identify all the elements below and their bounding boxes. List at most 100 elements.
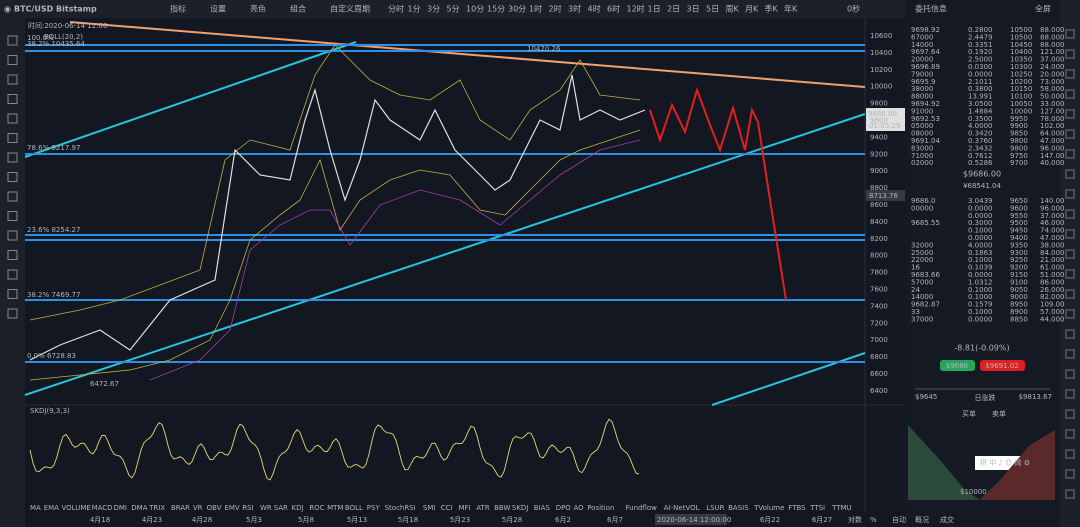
indicator-tab[interactable]: SKDJ [512,504,529,512]
indicator-tab[interactable]: VR [193,504,203,512]
indicator-tab[interactable]: PSY [367,504,381,512]
interval[interactable]: 2时 [549,4,562,14]
indicator-tab[interactable]: MTM [327,504,343,512]
indicator-tab[interactable]: ATR [476,504,490,512]
indicator-tab[interactable]: AI-NetVOL [664,504,700,512]
axis-option[interactable]: % [870,516,877,524]
indicator-tab[interactable]: BOLL [345,504,363,512]
indicator-tab[interactable]: Position [587,504,614,512]
tool-icon[interactable] [7,35,18,46]
fullscreen[interactable]: 全屏 [1035,4,1051,14]
buy-button[interactable] [940,360,975,371]
menu-item[interactable]: 设置 [210,4,226,14]
side-icon[interactable] [1065,369,1075,379]
indicator-tab[interactable]: StochRSI [385,504,416,512]
side-icon[interactable] [1065,69,1075,79]
indicator-tab[interactable]: DMA [131,504,147,512]
side-icon[interactable] [1065,269,1075,279]
axis-option[interactable]: 自动 [892,515,906,524]
side-icon[interactable] [1065,149,1075,159]
interval[interactable]: 6时 [607,4,620,14]
indicator-tab[interactable]: TTMU [831,504,852,512]
tool-icon[interactable] [7,152,18,163]
indicator-tab[interactable]: BRAR [171,504,190,512]
tool-icon[interactable] [7,269,18,280]
interval[interactable]: 15分 [487,5,505,14]
interval[interactable]: 年K [784,4,798,14]
indicator-tab[interactable]: TVolume [753,504,784,512]
indicator-tab[interactable]: LSUR [706,504,724,512]
indicator-tab[interactable]: TTSI [809,504,825,512]
side-icon[interactable] [1065,409,1075,419]
side-icon[interactable] [1065,49,1075,59]
side-icon[interactable] [1065,349,1075,359]
interval[interactable]: 4时 [588,4,601,14]
indicator-tab[interactable]: BBW [494,504,510,512]
indicator-tab[interactable]: BASIS [728,504,749,512]
indicator-tab[interactable]: ROC [309,504,324,512]
menu-item[interactable]: 指标 [170,4,186,14]
side-icon[interactable] [1065,89,1075,99]
side-icon[interactable] [1065,449,1075,459]
side-icon[interactable] [1065,29,1075,39]
interval[interactable]: 5分 [447,5,460,14]
indicator-tab[interactable]: OBV [207,504,222,512]
side-icon[interactable] [1065,109,1075,119]
tool-icon[interactable] [7,55,18,65]
tool-icon[interactable] [7,172,18,182]
indicator-tab[interactable]: TRIX [148,504,165,512]
interval[interactable]: 季K [765,4,779,14]
interval[interactable]: 1时 [529,4,542,14]
interval[interactable]: 分时 [388,4,404,14]
menu-item[interactable]: 亮色 [250,4,266,14]
menu-item[interactable]: 自定义周期 [330,4,370,14]
tool-icon[interactable] [7,133,18,143]
indicator-tab[interactable]: DMI [114,504,128,512]
menu-item[interactable]: 组合 [290,4,306,14]
tool-icon[interactable] [7,250,18,260]
side-icon[interactable] [1065,309,1075,319]
indicator-tab[interactable]: AO [574,504,585,512]
indicator-tab[interactable]: CCI [441,504,453,512]
indicator-tab[interactable]: EMV [224,504,239,512]
tool-icon[interactable] [7,289,18,299]
tool-icon[interactable] [7,113,18,124]
side-icon[interactable] [1065,489,1075,499]
interval[interactable]: 5日 [706,5,719,14]
indicator-tab[interactable]: MA [30,504,41,512]
side-icon[interactable] [1065,389,1075,399]
side-icon[interactable] [1065,249,1075,259]
interval[interactable]: 12时 [627,4,645,14]
interval[interactable]: 月K [745,5,759,14]
indicator-tab[interactable]: DPO [556,504,572,512]
tool-icon[interactable] [7,94,18,104]
side-icon[interactable] [1065,429,1075,439]
interval[interactable]: 2日 [667,5,680,14]
interval[interactable]: 1分 [408,5,421,14]
panel-tab[interactable]: 概况 [915,515,929,524]
indicator-tab[interactable]: EMA [44,504,59,512]
indicator-tab[interactable]: WR [260,504,272,512]
interval[interactable]: 1日 [648,5,661,14]
side-icon[interactable] [1065,129,1075,139]
indicator-tab[interactable]: Fundflow [626,504,658,512]
panel-tab[interactable]: 成交 [940,515,954,524]
indicator-tab[interactable]: SAR [274,504,288,512]
interval[interactable]: 10分 [466,5,484,14]
tool-icon[interactable] [7,74,18,85]
side-icon[interactable] [1065,209,1075,219]
indicator-tab[interactable]: MACD [92,504,113,512]
tool-icon[interactable] [7,211,18,221]
interval[interactable]: 3时 [568,4,581,14]
interval[interactable]: 周K [726,5,740,14]
side-icon[interactable] [1065,189,1075,199]
indicator-tab[interactable]: RSI [242,504,253,512]
side-icon[interactable] [1065,169,1075,179]
interval[interactable]: 3日 [687,5,700,14]
interval[interactable]: 30分 [508,5,526,14]
side-icon[interactable] [1065,329,1075,339]
sell-button[interactable] [980,360,1025,371]
indicator-tab[interactable]: FTBS [788,504,806,512]
axis-option[interactable]: 对数 [848,515,862,524]
indicator-tab[interactable]: KDJ [292,504,304,512]
